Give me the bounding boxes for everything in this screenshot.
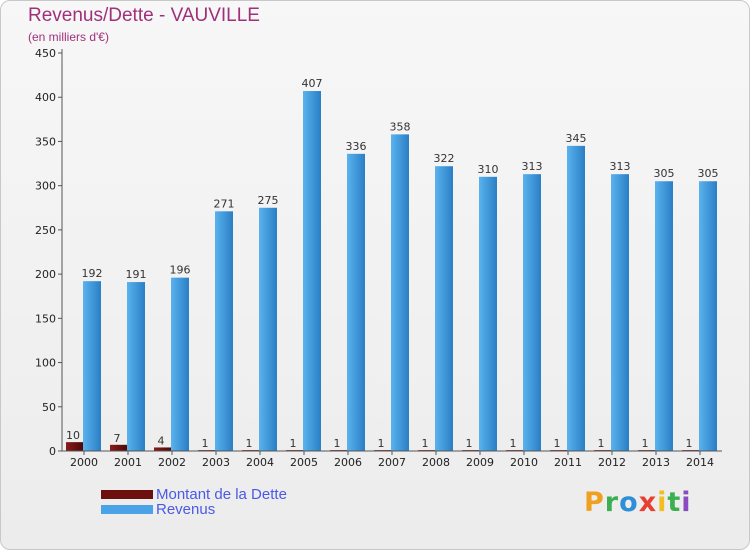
data-label-dette: 1	[290, 437, 297, 450]
proxiti-logo: Proxiti	[584, 487, 692, 518]
data-label-dette: 1	[598, 437, 605, 450]
data-label-dette: 10	[66, 429, 80, 442]
bar-revenus	[83, 281, 101, 451]
bar-revenus	[699, 181, 717, 451]
data-label-revenus: 271	[214, 197, 235, 210]
y-axis: 0 50 100 150 200 250 300 350 400 450	[35, 47, 63, 458]
data-label-dette: 4	[158, 434, 165, 447]
data-label-revenus: 345	[566, 132, 587, 145]
data-label-dette: 1	[686, 437, 693, 450]
legend-swatch-revenus	[101, 505, 153, 514]
data-label-revenus: 192	[82, 267, 103, 280]
x-tick-label: 2004	[246, 456, 274, 469]
x-tick-label: 2014	[686, 456, 714, 469]
bar-revenus	[303, 91, 321, 451]
data-label-dette: 1	[422, 437, 429, 450]
data-label-revenus: 305	[654, 167, 675, 180]
bar-revenus	[655, 181, 673, 451]
legend-label-dette: Montant de la Dette	[156, 486, 287, 503]
y-tick-label: 100	[35, 357, 56, 370]
bar-revenus	[215, 211, 233, 451]
bar-revenus	[391, 134, 409, 451]
x-tick-label: 2003	[202, 456, 230, 469]
x-tick-label: 2012	[598, 456, 626, 469]
y-tick-label: 300	[35, 180, 56, 193]
legend-item-dette: Montant de la Dette	[101, 487, 287, 502]
legend-swatch-dette	[101, 490, 153, 499]
legend-item-revenus: Revenus	[101, 502, 287, 517]
data-label-revenus: 310	[478, 163, 499, 176]
legend-label-revenus: Revenus	[156, 501, 216, 518]
logo-letter: x	[638, 487, 658, 518]
data-label-dette: 1	[334, 437, 341, 450]
y-tick-label: 150	[35, 312, 56, 325]
data-label-dette: 1	[554, 437, 561, 450]
y-tick-label: 50	[42, 401, 56, 414]
x-tick-label: 2013	[642, 456, 670, 469]
bar-dette	[110, 444, 128, 451]
bar-revenus	[479, 176, 497, 452]
x-tick-label: 2011	[554, 456, 582, 469]
data-label-dette: 1	[466, 437, 473, 450]
x-tick-label: 2009	[466, 456, 494, 469]
data-label-revenus: 275	[258, 194, 279, 207]
data-label-revenus: 313	[610, 160, 631, 173]
data-label-dette: 1	[510, 437, 517, 450]
bar-revenus	[347, 153, 365, 451]
y-tick-label: 0	[49, 445, 56, 458]
y-tick-label: 400	[35, 91, 56, 104]
logo-letter: i	[681, 487, 692, 518]
x-tick-label: 2008	[422, 456, 450, 469]
chart-title: Revenus/Dette - VAUVILLE	[28, 5, 260, 26]
bar-revenus	[259, 207, 277, 451]
data-label-dette: 1	[642, 437, 649, 450]
data-label-revenus: 191	[126, 268, 147, 281]
y-tick-label: 450	[35, 47, 56, 60]
data-label-revenus: 407	[302, 77, 323, 90]
data-label-revenus: 196	[170, 264, 191, 277]
x-tick-label: 2005	[290, 456, 318, 469]
data-label-revenus: 322	[434, 152, 455, 165]
data-label-dette: 1	[246, 437, 253, 450]
logo-letter: i	[657, 487, 668, 518]
x-tick-label: 2010	[510, 456, 538, 469]
logo-letter: P	[584, 487, 605, 518]
data-label-revenus: 336	[346, 140, 367, 153]
x-tick-label: 2001	[114, 456, 142, 469]
data-label-revenus: 305	[698, 167, 719, 180]
logo-letter: r	[604, 487, 620, 518]
logo-letter: o	[619, 487, 639, 518]
x-axis: 2000 2001 2002 2003 2004 2005 2006 2007 2008 2009…	[62, 450, 722, 469]
bar-revenus	[171, 277, 189, 451]
bar-revenus	[567, 145, 585, 451]
y-tick-label: 250	[35, 224, 56, 237]
bar-revenus	[611, 174, 629, 451]
bar-revenus	[435, 166, 453, 451]
bar-dette	[66, 442, 84, 451]
y-tick-label: 350	[35, 135, 56, 148]
bar-series: 10 192 7 191 4 196 1 271 1 275 1 407 1 336 1 358 1 322 1 31…	[66, 77, 719, 452]
data-label-revenus: 358	[390, 120, 411, 133]
data-label-dette: 7	[114, 432, 121, 445]
x-tick-label: 2000	[70, 456, 98, 469]
legend: Montant de la Dette Revenus	[101, 487, 287, 517]
y-tick-label: 200	[35, 268, 56, 281]
x-tick-label: 2002	[158, 456, 186, 469]
chart-subtitle: (en milliers d'€)	[28, 30, 109, 44]
x-tick-label: 2006	[334, 456, 362, 469]
bar-dette	[154, 447, 172, 451]
data-label-dette: 1	[202, 437, 209, 450]
logo-letter: t	[667, 487, 682, 518]
bar-revenus	[127, 282, 145, 451]
data-label-revenus: 313	[522, 160, 543, 173]
data-label-dette: 1	[378, 437, 385, 450]
x-tick-label: 2007	[378, 456, 406, 469]
bar-revenus	[523, 174, 541, 451]
